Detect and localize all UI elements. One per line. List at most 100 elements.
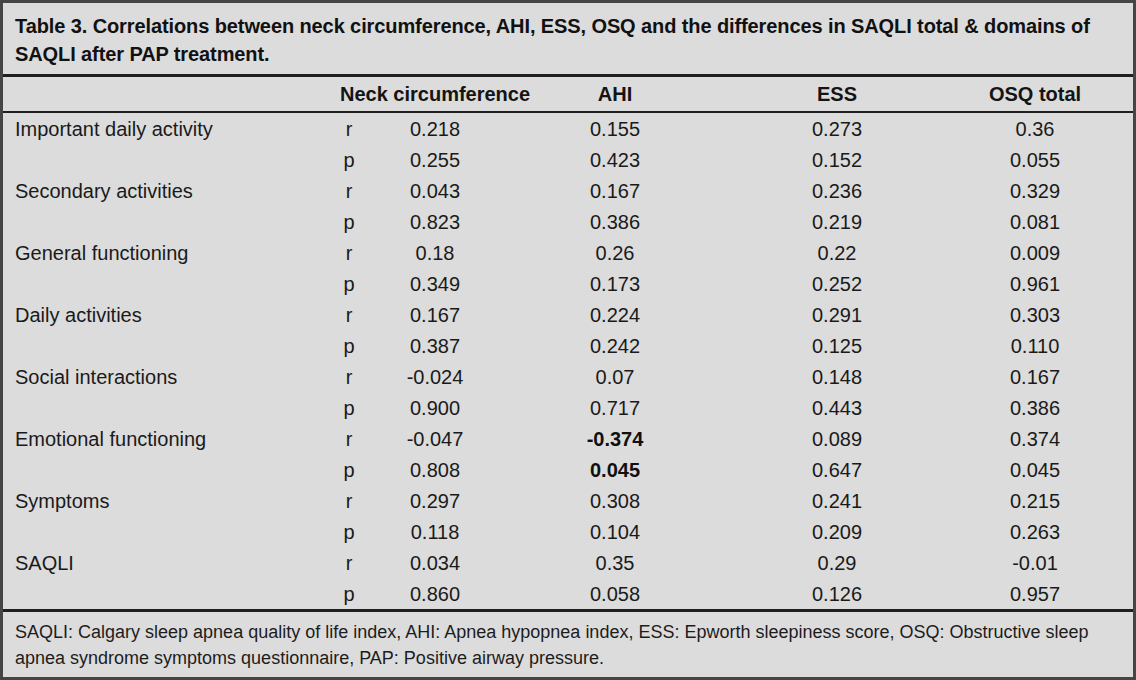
- row-label-empty: [3, 146, 321, 175]
- value-cell: 0.291: [737, 299, 937, 332]
- header-empty-label: [3, 77, 321, 111]
- value-cell: 0.18: [377, 237, 493, 270]
- value-cell: 0.173: [493, 270, 737, 299]
- stat-label-r: r: [321, 361, 377, 394]
- stat-label-p: p: [321, 270, 377, 299]
- value-cell: 0.081: [937, 208, 1133, 237]
- value-cell: 0.647: [737, 456, 937, 485]
- table-row: p 0.823 0.386 0.219 0.081: [3, 208, 1133, 237]
- value-cell: 0.387: [377, 332, 493, 361]
- value-cell: 0.167: [377, 299, 493, 332]
- value-cell: 0.255: [377, 146, 493, 175]
- value-cell-significant: -0.374: [493, 423, 737, 456]
- stat-label-r: r: [321, 237, 377, 270]
- value-cell: 0.218: [377, 113, 493, 146]
- stat-label-p: p: [321, 208, 377, 237]
- row-label: Important daily activity: [3, 113, 321, 146]
- value-cell: 0.29: [737, 547, 937, 580]
- value-cell: 0.118: [377, 518, 493, 547]
- stat-label-r: r: [321, 299, 377, 332]
- value-cell: 0.297: [377, 485, 493, 518]
- stat-label-r: r: [321, 547, 377, 580]
- row-label: Social interactions: [3, 361, 321, 394]
- row-label: Symptoms: [3, 485, 321, 518]
- row-label: SAQLI: [3, 547, 321, 580]
- value-cell: 0.808: [377, 456, 493, 485]
- table-row: Social interactions r -0.024 0.07 0.148 …: [3, 361, 1133, 394]
- value-cell: -0.01: [937, 547, 1133, 580]
- column-header-ess: ESS: [737, 77, 937, 111]
- value-cell: 0.36: [937, 113, 1133, 146]
- value-cell: 0.043: [377, 175, 493, 208]
- value-cell: 0.110: [937, 332, 1133, 361]
- value-cell: 0.961: [937, 270, 1133, 299]
- table-row: p 0.900 0.717 0.443 0.386: [3, 394, 1133, 423]
- value-cell: 0.009: [937, 237, 1133, 270]
- row-label: Daily activities: [3, 299, 321, 332]
- value-cell: 0.236: [737, 175, 937, 208]
- value-cell: 0.263: [937, 518, 1133, 547]
- row-label-empty: [3, 270, 321, 299]
- stat-label-p: p: [321, 332, 377, 361]
- value-cell-significant: 0.045: [493, 456, 737, 485]
- value-cell: 0.900: [377, 394, 493, 423]
- table-header-row: Neck circumference AHI ESS OSQ total: [3, 77, 1133, 113]
- value-cell: 0.717: [493, 394, 737, 423]
- row-label: General functioning: [3, 237, 321, 270]
- table-body: Important daily activity r 0.218 0.155 0…: [3, 113, 1133, 609]
- value-cell: 0.224: [493, 299, 737, 332]
- value-cell: 0.125: [737, 332, 937, 361]
- value-cell: 0.058: [493, 580, 737, 609]
- stat-label-p: p: [321, 580, 377, 609]
- table-row: Important daily activity r 0.218 0.155 0…: [3, 113, 1133, 146]
- value-cell: 0.423: [493, 146, 737, 175]
- stat-label-p: p: [321, 518, 377, 547]
- value-cell: 0.35: [493, 547, 737, 580]
- table-row: p 0.860 0.058 0.126 0.957: [3, 580, 1133, 609]
- table-row: p 0.349 0.173 0.252 0.961: [3, 270, 1133, 299]
- value-cell: 0.209: [737, 518, 937, 547]
- value-cell: 0.242: [493, 332, 737, 361]
- value-cell: -0.047: [377, 423, 493, 456]
- value-cell: 0.126: [737, 580, 937, 609]
- row-label: Emotional functioning: [3, 423, 321, 456]
- value-cell: 0.148: [737, 361, 937, 394]
- value-cell: 0.329: [937, 175, 1133, 208]
- row-label-empty: [3, 580, 321, 609]
- value-cell: 0.957: [937, 580, 1133, 609]
- table-row: p 0.387 0.242 0.125 0.110: [3, 332, 1133, 361]
- table-row: p 0.255 0.423 0.152 0.055: [3, 146, 1133, 175]
- value-cell: 0.215: [937, 485, 1133, 518]
- value-cell: 0.155: [493, 113, 737, 146]
- value-cell: 0.219: [737, 208, 937, 237]
- table-row: Emotional functioning r -0.047 -0.374 0.…: [3, 423, 1133, 456]
- value-cell: 0.241: [737, 485, 937, 518]
- value-cell: 0.252: [737, 270, 937, 299]
- table-row: Symptoms r 0.297 0.308 0.241 0.215: [3, 485, 1133, 518]
- value-cell: 0.273: [737, 113, 937, 146]
- row-label-empty: [3, 518, 321, 547]
- value-cell: 0.167: [493, 175, 737, 208]
- column-header-ahi: AHI: [493, 77, 737, 111]
- value-cell: -0.024: [377, 361, 493, 394]
- value-cell: 0.104: [493, 518, 737, 547]
- column-header-osq-total: OSQ total: [937, 77, 1133, 111]
- value-cell: 0.07: [493, 361, 737, 394]
- row-label-empty: [3, 394, 321, 423]
- stat-label-r: r: [321, 175, 377, 208]
- stat-label-p: p: [321, 456, 377, 485]
- stat-label-r: r: [321, 113, 377, 146]
- row-label-empty: [3, 456, 321, 485]
- value-cell: 0.823: [377, 208, 493, 237]
- value-cell: 0.303: [937, 299, 1133, 332]
- value-cell: 0.386: [937, 394, 1133, 423]
- value-cell: 0.26: [493, 237, 737, 270]
- table-row: SAQLI r 0.034 0.35 0.29 -0.01: [3, 547, 1133, 580]
- value-cell: 0.055: [937, 146, 1133, 175]
- table-row: General functioning r 0.18 0.26 0.22 0.0…: [3, 237, 1133, 270]
- value-cell: 0.374: [937, 423, 1133, 456]
- value-cell: 0.860: [377, 580, 493, 609]
- value-cell: 0.386: [493, 208, 737, 237]
- value-cell: 0.045: [937, 456, 1133, 485]
- value-cell: 0.308: [493, 485, 737, 518]
